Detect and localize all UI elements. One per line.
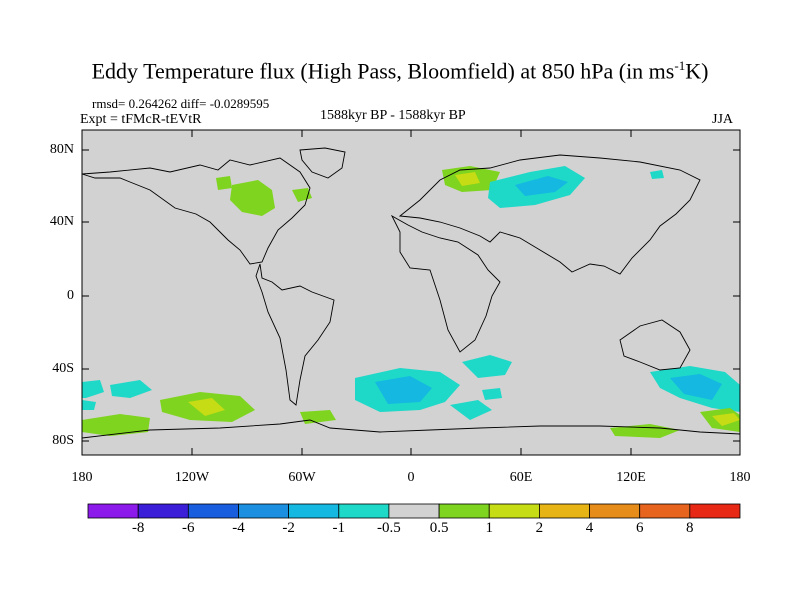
anomaly-core-amundsen-sea [188, 398, 225, 416]
australia-coast [619, 319, 691, 371]
season-label: JJA [712, 112, 734, 127]
colorbar-box [238, 503, 290, 519]
colorbar-label: -1 [332, 520, 346, 536]
title-superscript: -1 [674, 58, 686, 73]
coastlines [81, 147, 741, 439]
anomaly-patch-indian-w [462, 355, 512, 378]
anomaly-patch-indian-s [482, 388, 502, 400]
colorbar-box [137, 503, 189, 519]
lon-label-120w: 120W [174, 470, 210, 485]
anomaly-core-tasman [670, 374, 722, 400]
colorbar-box [589, 503, 641, 519]
greenland-coast [299, 147, 346, 179]
colorbar-box [338, 503, 390, 519]
colorbar-label: -8 [131, 520, 145, 536]
lat-label-40n: 40N [49, 214, 74, 229]
colorbar-box [438, 503, 490, 519]
period-label: 1588kyr BP - 1588kyr BP [320, 108, 466, 123]
antarctica-coast [81, 419, 741, 439]
colorbar-label: 8 [686, 520, 694, 536]
colorbar-label: -0.5 [377, 520, 401, 536]
anomaly-contours [82, 166, 740, 438]
lon-label-120e: 120E [616, 470, 646, 485]
colorbar-box [187, 503, 239, 519]
lon-label-180w: 180 [71, 470, 93, 485]
stats-line: rmsd= 0.264262 diff= -0.0289595 [92, 96, 270, 111]
colorbar-label: 6 [635, 520, 644, 536]
anomaly-patch-ross-sea [82, 414, 150, 436]
colorbar-box [689, 503, 741, 519]
anomaly-patch-indian-sw [450, 400, 492, 420]
north-america-coast [81, 157, 311, 265]
anomaly-patch-pacific-s [110, 380, 152, 398]
colorbar-box [488, 503, 540, 519]
lon-label-60w: 60W [288, 470, 316, 485]
colorbar-label: -6 [182, 520, 195, 536]
lat-label-0: 0 [67, 288, 74, 303]
axis-ticks [81, 130, 741, 455]
experiment-label: Expt = tFMcR-tEVtR [80, 112, 202, 127]
anomaly-patch-pacific-n [650, 170, 664, 179]
plot-title: Eddy Temperature flux (High Pass, Bloomf… [0, 58, 800, 84]
africa-coast [390, 214, 501, 353]
lat-label-80s: 80S [52, 433, 74, 448]
eurasia-coast [398, 154, 701, 275]
anomaly-core-scandinavia [455, 172, 480, 186]
anomaly-core-atlantic-s [375, 376, 432, 404]
south-america-coast [255, 263, 335, 406]
anomaly-patch-canada [230, 180, 275, 216]
anomaly-patch-antarctic-e [610, 424, 680, 438]
colorbar-label: 4 [585, 520, 594, 536]
anomaly-patch-alaska [216, 176, 232, 190]
lat-label-40s: 40S [52, 361, 74, 376]
colorbar-box [539, 503, 591, 519]
lon-label-60e: 60E [509, 470, 533, 485]
colorbar [87, 503, 741, 519]
lon-label-180e: 180 [729, 470, 751, 485]
anomaly-core-ross-e [712, 413, 740, 426]
colorbar-box [288, 503, 340, 519]
colorbar-label: 0.5 [429, 520, 449, 536]
colorbar-label: 1 [485, 520, 493, 536]
anomaly-patch-pacific-edge [82, 400, 96, 410]
lon-label-0: 0 [407, 470, 415, 485]
lat-label-80n: 80N [49, 142, 74, 157]
anomaly-patch-pacific-sw [82, 380, 104, 398]
colorbar-box [639, 503, 691, 519]
colorbar-label: -4 [232, 520, 245, 536]
colorbar-box [87, 503, 139, 519]
title-unit-tail: K) [685, 58, 709, 84]
title-main: Eddy Temperature flux (High Pass, Bloomf… [91, 58, 675, 84]
colorbar-label: 2 [535, 520, 544, 536]
colorbar-box [388, 503, 440, 519]
colorbar-label: -2 [282, 520, 295, 536]
anomaly-core-siberia [515, 176, 568, 196]
